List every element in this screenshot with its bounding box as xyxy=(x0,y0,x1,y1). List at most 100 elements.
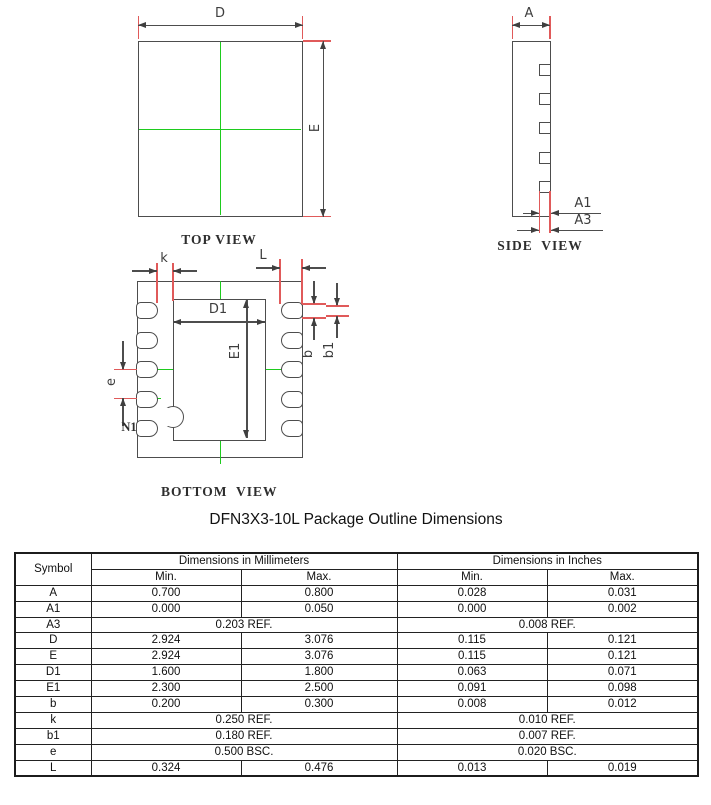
dim-label-D: D xyxy=(214,6,225,21)
cell-mm-span: 0.500 BSC. xyxy=(90,743,398,761)
cell-symbol: E xyxy=(14,648,92,666)
cell-mm-max: 1.800 xyxy=(240,664,398,682)
cell-mm-span: 0.250 REF. xyxy=(90,711,398,729)
cell-symbol: E1 xyxy=(14,680,92,698)
arrowhead xyxy=(551,210,559,216)
lead-pad xyxy=(136,302,158,319)
cell-symbol: k xyxy=(14,711,92,729)
table-row: A3 0.203 REF. 0.008 REF. xyxy=(14,616,699,634)
dim-label-k: k xyxy=(160,251,168,266)
arrowhead xyxy=(311,318,317,326)
lead-pad xyxy=(136,361,158,378)
bottom-view-title: BOTTOM VIEW xyxy=(161,484,278,499)
cell-in-max: 0.121 xyxy=(546,648,699,666)
cell-in-max: 0.121 xyxy=(546,632,699,650)
arrowhead xyxy=(243,300,250,308)
lead-notch xyxy=(538,181,550,193)
lead-notch xyxy=(538,122,550,134)
cell-in-min: 0.013 xyxy=(396,759,548,777)
cell-in-min: 0.063 xyxy=(396,664,548,682)
cell-symbol: A3 xyxy=(14,616,92,634)
cell-in-span: 0.010 REF. xyxy=(396,711,699,729)
cell-in-max: 0.002 xyxy=(546,600,699,618)
cell-mm-max: 0.050 xyxy=(240,600,398,618)
cell-in-min: 0.028 xyxy=(396,584,548,602)
lead-pad xyxy=(280,302,303,319)
cell-mm-min: 2.300 xyxy=(90,680,242,698)
dimension-line xyxy=(173,321,265,323)
dimension-line xyxy=(132,270,157,272)
table-row: E 2.924 3.076 0.115 0.121 xyxy=(14,648,699,666)
cell-symbol: L xyxy=(14,759,92,777)
extension-line xyxy=(326,315,349,317)
cell-symbol: b xyxy=(14,696,92,713)
dim-label-E1: E1 xyxy=(228,342,243,360)
pin1-notch-mask xyxy=(160,408,174,426)
cell-mm-max: 3.076 xyxy=(240,648,398,666)
arrowhead xyxy=(302,265,310,271)
cell-in-min: 0.000 xyxy=(396,600,548,618)
cell-symbol: D1 xyxy=(14,664,92,682)
arrowhead xyxy=(512,22,520,28)
dimension-line xyxy=(313,318,315,340)
dim-label-A: A xyxy=(524,6,534,21)
arrowhead xyxy=(295,22,303,28)
lead-notch xyxy=(538,152,550,164)
dim-label-D1: D1 xyxy=(208,302,228,317)
arrowhead xyxy=(120,398,126,406)
cell-symbol: D xyxy=(14,632,92,650)
table-row: A1 0.000 0.050 0.000 0.002 xyxy=(14,600,699,618)
top-view-title: TOP VIEW xyxy=(181,232,257,247)
cell-in-min: 0.115 xyxy=(396,648,548,666)
pin1-label-N1: N1 xyxy=(121,420,137,434)
arrowhead xyxy=(551,227,559,233)
extension-line xyxy=(303,40,331,42)
cell-mm-min: 0.700 xyxy=(90,584,242,602)
cell-mm-max: 3.076 xyxy=(240,632,398,650)
side-view-title: SIDE VIEW xyxy=(497,238,583,253)
dim-label-b1: b1 xyxy=(322,341,337,359)
arrowhead xyxy=(542,22,550,28)
arrowhead xyxy=(173,268,181,274)
table-title: DFN3X3-10L Package Outline Dimensions xyxy=(209,511,503,528)
cell-mm-max: 0.800 xyxy=(240,584,398,602)
lead-pad xyxy=(280,361,303,378)
dim-label-A3: A3 xyxy=(574,213,592,228)
lead-pad xyxy=(136,420,158,437)
arrowhead xyxy=(120,361,126,370)
dimension-line xyxy=(336,283,338,305)
arrowhead xyxy=(272,265,280,271)
lead-pad xyxy=(280,390,303,408)
arrowhead xyxy=(531,210,539,216)
extension-line xyxy=(279,259,281,304)
leader-line xyxy=(551,212,601,214)
arrowhead xyxy=(173,319,181,325)
cell-mm-span: 0.203 REF. xyxy=(90,616,398,634)
cell-in-span: 0.008 REF. xyxy=(396,616,699,634)
extension-line xyxy=(301,259,303,304)
extension-line xyxy=(156,263,158,303)
extension-line xyxy=(538,191,541,233)
arrowhead xyxy=(531,227,539,233)
cell-mm-span: 0.180 REF. xyxy=(90,727,398,745)
dimension-line xyxy=(122,341,124,369)
table-row: k 0.250 REF. 0.010 REF. xyxy=(14,711,699,729)
extension-line xyxy=(172,263,174,301)
cell-in-max: 0.012 xyxy=(546,696,699,713)
cell-mm-min: 0.000 xyxy=(90,600,242,618)
cell-mm-max: 0.300 xyxy=(240,696,398,713)
cell-in-min: 0.091 xyxy=(396,680,548,698)
table-row: b1 0.180 REF. 0.007 REF. xyxy=(14,727,699,745)
cell-symbol: A xyxy=(14,584,92,602)
dimension-line xyxy=(256,267,280,269)
table-row: b 0.200 0.300 0.008 0.012 xyxy=(14,696,699,713)
cell-in-max: 0.019 xyxy=(546,759,699,777)
arrowhead xyxy=(320,209,326,217)
dimension-line xyxy=(322,41,324,217)
cell-mm-max: 2.500 xyxy=(240,680,398,698)
arrowhead xyxy=(311,295,317,304)
dimension-line xyxy=(122,398,124,426)
dimension-line xyxy=(336,316,338,338)
cell-mm-min: 2.924 xyxy=(90,648,242,666)
table-header-row: Min. Max. Min. Max. xyxy=(15,568,699,586)
